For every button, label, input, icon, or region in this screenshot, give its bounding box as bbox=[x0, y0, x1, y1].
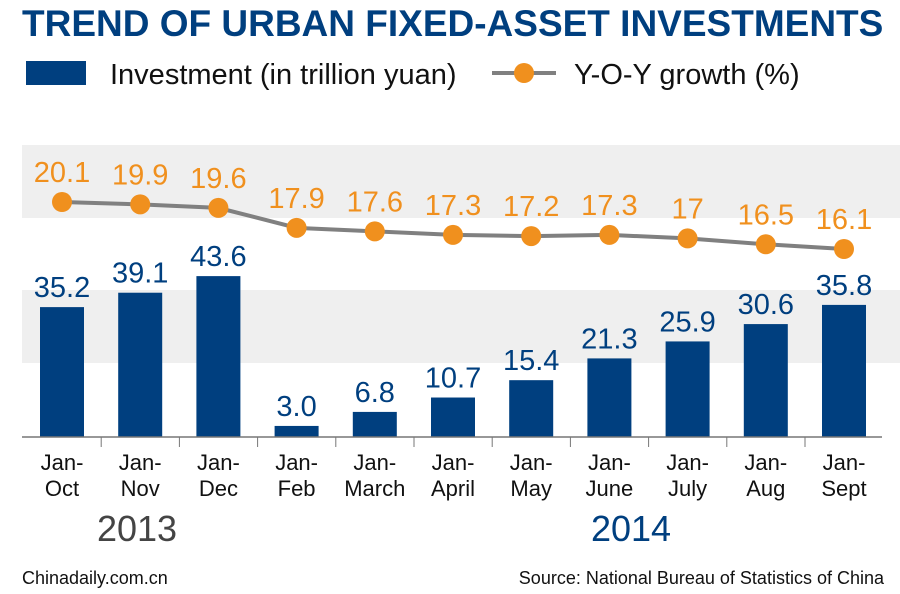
bar bbox=[587, 358, 632, 437]
x-tick-label: April bbox=[431, 476, 475, 501]
x-tick-label: July bbox=[668, 476, 707, 501]
growth-point bbox=[755, 234, 776, 255]
growth-value-label: 20.1 bbox=[34, 157, 90, 189]
bar-value-label: 35.2 bbox=[34, 272, 90, 304]
growth-value-label: 17.6 bbox=[347, 186, 403, 218]
x-tick-label: Jan- bbox=[119, 450, 162, 475]
bar-value-label: 6.8 bbox=[355, 377, 395, 409]
legend-line-label: Y-O-Y growth (%) bbox=[574, 59, 800, 91]
bar-value-label: 43.6 bbox=[190, 241, 246, 273]
legend-line-marker bbox=[514, 63, 534, 83]
bar bbox=[509, 380, 554, 437]
x-tick-label: Jan- bbox=[510, 450, 553, 475]
legend-bar-swatch bbox=[26, 61, 86, 85]
bar-value-label: 3.0 bbox=[276, 391, 316, 423]
growth-value-label: 17.3 bbox=[425, 190, 481, 222]
x-tick-label: Aug bbox=[746, 476, 785, 501]
bar bbox=[196, 276, 241, 437]
x-tick-label: Jan- bbox=[588, 450, 631, 475]
x-tick-label: June bbox=[586, 476, 634, 501]
footer-site: Chinadaily.com.cn bbox=[22, 568, 168, 588]
footer-source: Source: National Bureau of Statistics of… bbox=[519, 568, 885, 588]
bar bbox=[118, 292, 163, 437]
x-tick-label: Nov bbox=[121, 476, 160, 501]
bar-value-label: 15.4 bbox=[503, 345, 559, 377]
x-tick-label: Jan- bbox=[275, 450, 318, 475]
growth-value-label: 16.1 bbox=[816, 204, 872, 236]
year-label-2013: 2013 bbox=[97, 508, 177, 549]
bar-value-label: 10.7 bbox=[425, 363, 481, 395]
bar bbox=[665, 341, 710, 437]
x-tick-label: Dec bbox=[199, 476, 238, 501]
growth-point bbox=[677, 228, 698, 249]
bar-value-label: 39.1 bbox=[112, 258, 168, 290]
growth-value-label: 17 bbox=[671, 193, 703, 225]
x-tick-label: Jan- bbox=[353, 450, 396, 475]
growth-point bbox=[364, 221, 385, 242]
bar bbox=[274, 425, 319, 437]
x-tick-label: Jan- bbox=[432, 450, 475, 475]
x-tick-label: Jan- bbox=[823, 450, 866, 475]
growth-point bbox=[130, 194, 151, 215]
chart-title: TREND OF URBAN FIXED-ASSET INVESTMENTS bbox=[22, 3, 883, 44]
bar bbox=[822, 304, 866, 437]
bar-value-label: 30.6 bbox=[738, 289, 794, 321]
x-tick-label: Jan- bbox=[666, 450, 709, 475]
growth-value-label: 16.5 bbox=[738, 199, 794, 231]
bar-value-label: 35.8 bbox=[816, 270, 872, 302]
growth-point bbox=[521, 226, 542, 247]
growth-value-label: 17.9 bbox=[268, 183, 324, 215]
x-tick-label: March bbox=[344, 476, 405, 501]
bar bbox=[743, 324, 788, 437]
x-tick-label: Sept bbox=[821, 476, 866, 501]
legend-bar-label: Investment (in trillion yuan) bbox=[110, 59, 457, 91]
growth-point bbox=[52, 192, 72, 212]
bar-value-label: 21.3 bbox=[581, 323, 637, 355]
bar bbox=[40, 307, 84, 437]
growth-value-label: 19.9 bbox=[112, 159, 168, 191]
x-tick-label: May bbox=[510, 476, 552, 501]
bar bbox=[431, 397, 475, 437]
x-tick-label: Oct bbox=[45, 476, 79, 501]
x-tick-label: Jan- bbox=[41, 450, 84, 475]
growth-point bbox=[208, 197, 229, 218]
growth-point bbox=[286, 217, 307, 238]
year-label-2014: 2014 bbox=[591, 508, 671, 549]
growth-value-label: 17.3 bbox=[581, 190, 637, 222]
x-tick-label: Feb bbox=[278, 476, 316, 501]
x-tick-label: Jan- bbox=[197, 450, 240, 475]
growth-value-label: 17.2 bbox=[503, 191, 559, 223]
growth-value-label: 19.6 bbox=[190, 163, 246, 195]
bar-value-label: 25.9 bbox=[659, 306, 715, 338]
x-tick-label: Jan- bbox=[744, 450, 787, 475]
growth-point bbox=[443, 224, 463, 245]
growth-point bbox=[599, 224, 620, 245]
bar bbox=[352, 411, 397, 437]
growth-point bbox=[834, 239, 854, 259]
